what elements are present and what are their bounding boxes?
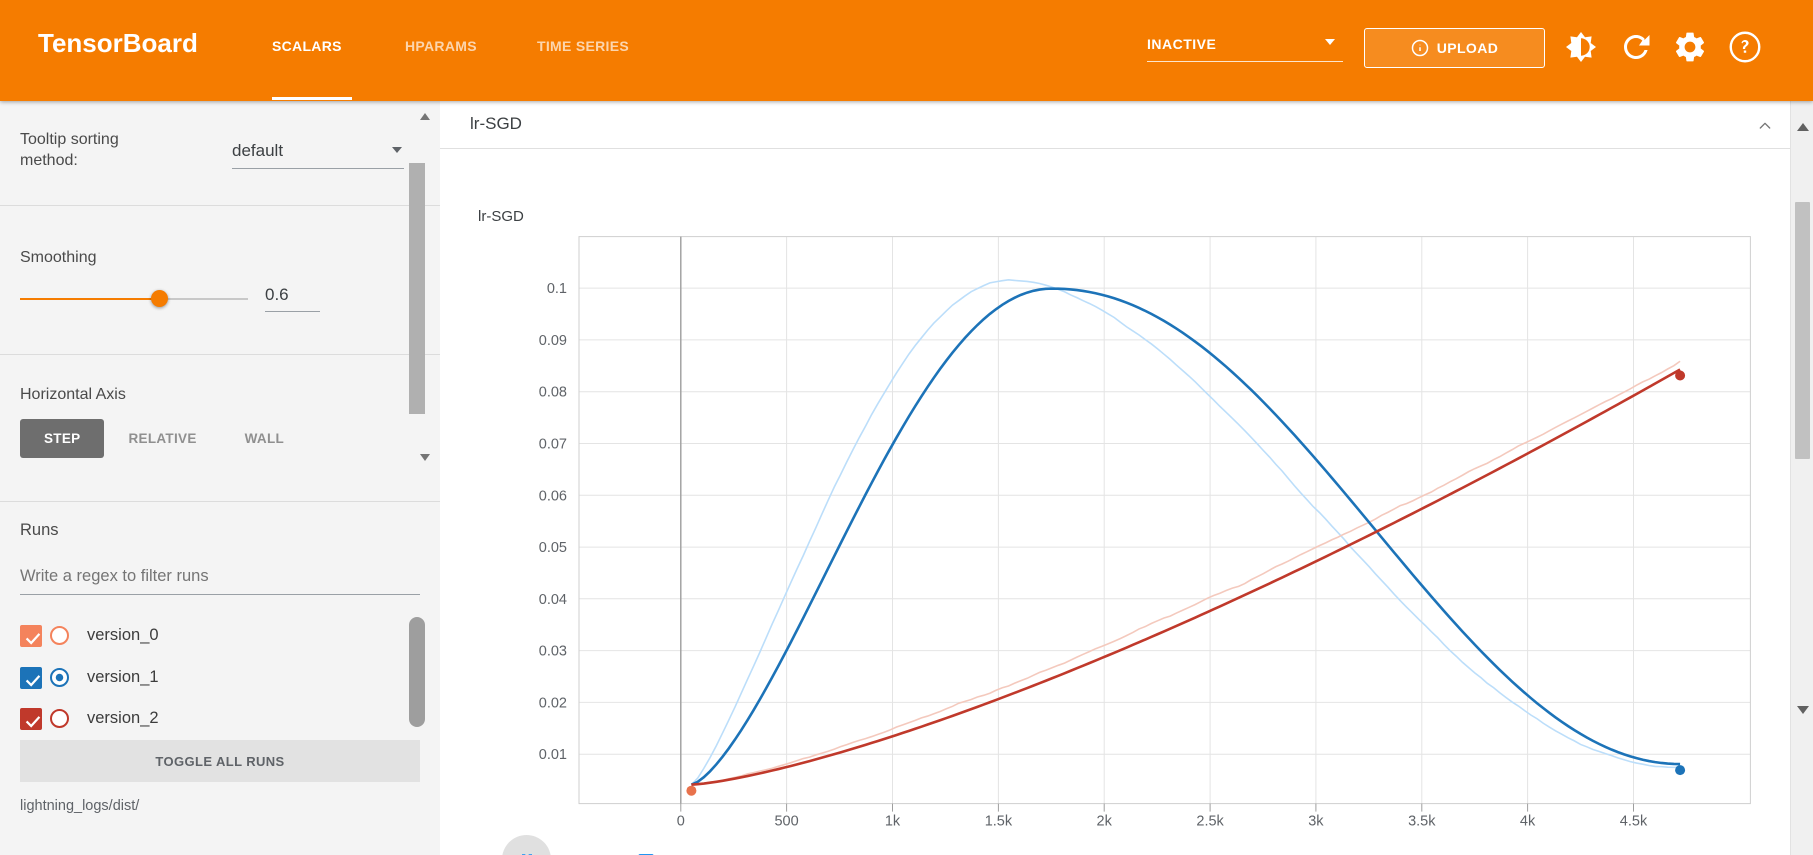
svg-text:0.03: 0.03 (539, 644, 567, 660)
svg-text:2k: 2k (1097, 814, 1113, 830)
svg-text:2.5k: 2.5k (1196, 814, 1224, 830)
svg-text:4k: 4k (1520, 814, 1536, 830)
svg-text:0.05: 0.05 (539, 540, 567, 556)
svg-text:0.09: 0.09 (539, 333, 567, 349)
svg-text:3k: 3k (1308, 814, 1324, 830)
svg-text:500: 500 (774, 814, 798, 830)
svg-text:0: 0 (677, 814, 685, 830)
svg-text:1k: 1k (885, 814, 901, 830)
svg-text:0.04: 0.04 (539, 592, 567, 608)
svg-text:0.02: 0.02 (539, 695, 567, 711)
svg-text:4.5k: 4.5k (1620, 814, 1648, 830)
svg-text:1.5k: 1.5k (985, 814, 1013, 830)
svg-text:0.07: 0.07 (539, 437, 567, 453)
svg-text:3.5k: 3.5k (1408, 814, 1436, 830)
svg-text:0.1: 0.1 (547, 281, 567, 297)
svg-text:0.06: 0.06 (539, 488, 567, 504)
svg-text:0.08: 0.08 (539, 385, 567, 401)
svg-text:0.01: 0.01 (539, 747, 567, 763)
